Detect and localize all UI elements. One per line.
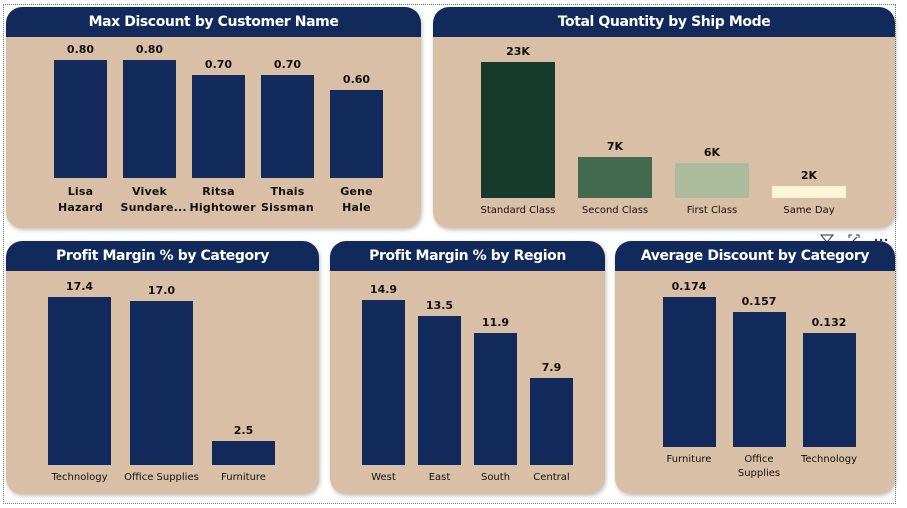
data-label: 0.70 — [204, 57, 233, 71]
bar — [130, 300, 193, 465]
data-label: 17.0 — [147, 283, 176, 297]
chart-panel: Average Discount by Category 0.174 Furnitu… — [615, 241, 895, 494]
x-tick-label: Furniture — [221, 472, 266, 483]
bar — [474, 333, 517, 465]
chart-title: Max Discount by Customer Name — [6, 7, 421, 37]
bar — [192, 74, 245, 178]
bar — [123, 60, 176, 178]
data-label: 2K — [800, 169, 818, 183]
data-label: 0.70 — [273, 57, 302, 71]
x-tick-label: Office Supplies — [124, 472, 199, 483]
x-tick-label: South — [480, 472, 511, 483]
x-tick-label: Lisa Hazard — [58, 185, 103, 214]
bar — [54, 60, 107, 178]
bar — [418, 315, 461, 465]
bar — [481, 62, 555, 198]
data-label: 0.80 — [135, 43, 164, 56]
x-tick-label: Same Day — [783, 205, 835, 216]
data-label: 0.174 — [671, 280, 707, 293]
bar — [675, 162, 749, 198]
x-tick-label: Second Class — [581, 205, 649, 216]
data-label: 14.9 — [369, 283, 398, 296]
chart-title: Profit Margin % by Category — [6, 241, 319, 271]
data-label: 13.5 — [425, 298, 454, 312]
data-label: 0.80 — [66, 43, 95, 56]
bar — [362, 300, 405, 465]
data-label: 0.132 — [811, 316, 847, 330]
x-tick-label: Thais Sissman — [261, 185, 314, 214]
bar — [732, 311, 786, 447]
chart-title: Average Discount by Category — [615, 241, 895, 271]
x-tick-label: East — [428, 472, 451, 483]
bar — [261, 74, 314, 178]
data-label: 23K — [506, 45, 530, 58]
x-tick-label: Vivek Sundare... — [120, 185, 187, 214]
bar — [772, 186, 846, 198]
bar — [578, 156, 652, 198]
chart-panel: Profit Margin % by Region 14.9 West 13.5 Eas… — [330, 241, 605, 494]
x-tick-label: Gene Hale — [340, 185, 373, 214]
bar — [48, 297, 111, 465]
chart-panel: Total Quantity by Ship Mode 23K Standard C… — [433, 7, 895, 228]
bar — [662, 297, 716, 447]
chart-panel: Profit Margin % by Category 17.4 Technolog… — [6, 241, 319, 494]
data-label: 17.4 — [65, 280, 94, 293]
x-tick-label: Office Supplies — [737, 454, 781, 479]
more-glyph — [874, 238, 888, 242]
x-tick-label: Technology — [51, 472, 108, 483]
canvas-border — [3, 4, 896, 504]
x-tick-label: Central — [533, 472, 570, 483]
data-label: 0.157 — [741, 294, 777, 308]
bar — [212, 440, 275, 465]
x-tick-label: Ritsa Hightower — [189, 185, 256, 214]
data-label: 7.9 — [541, 360, 562, 374]
chart-panel: Max Discount by Customer Name 0.80 Lisa Ha… — [6, 7, 421, 228]
bar — [802, 333, 856, 447]
data-label: 11.9 — [481, 316, 510, 330]
x-tick-label: First Class — [686, 205, 738, 216]
x-tick-label: Technology — [800, 454, 857, 465]
x-tick-label: Standard Class — [480, 205, 556, 216]
data-label: 0.60 — [342, 72, 371, 86]
bar — [330, 89, 383, 178]
data-label: 2.5 — [233, 423, 254, 437]
x-tick-label: West — [371, 472, 396, 483]
chart-title: Total Quantity by Ship Mode — [433, 7, 895, 37]
chart-title: Profit Margin % by Region — [330, 241, 605, 271]
data-label: 7K — [606, 139, 624, 153]
data-label: 6K — [703, 145, 721, 159]
bar — [530, 377, 573, 465]
x-tick-label: Furniture — [666, 454, 712, 465]
